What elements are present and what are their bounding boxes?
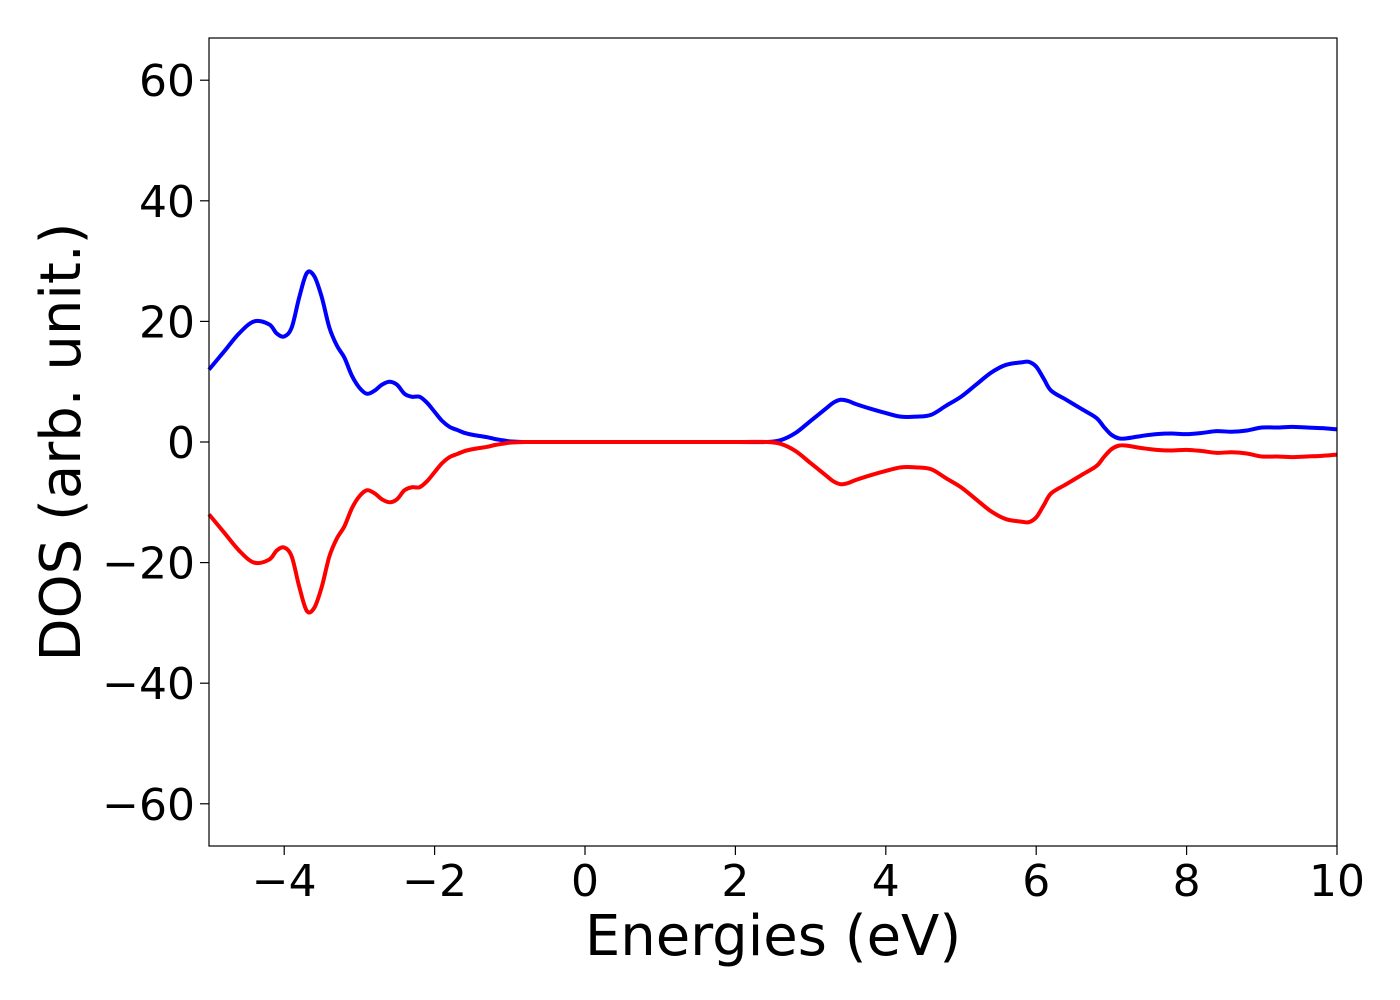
y-tick-label: 20 — [139, 297, 195, 348]
x-tick-label: 2 — [721, 856, 749, 907]
y-tick-label: 0 — [167, 418, 195, 469]
series-layer — [207, 269, 1338, 615]
x-tick-label: 8 — [1173, 856, 1201, 907]
y-tick-label: −40 — [102, 659, 195, 710]
x-tick-label: 10 — [1309, 856, 1365, 907]
y-tick-label: 40 — [139, 177, 195, 228]
x-axis: −4 −2 0 2 4 6 8 10 — [252, 846, 1365, 907]
series-line-2 — [207, 439, 1338, 615]
x-tick-label: −2 — [402, 856, 467, 907]
x-tick-label: 6 — [1022, 856, 1050, 907]
y-tick-label: −20 — [102, 539, 195, 590]
y-axis-title: DOS (arb. unit.) — [29, 222, 94, 661]
x-tick-label: 0 — [571, 856, 599, 907]
y-tick-label: 60 — [139, 56, 195, 107]
x-tick-label: −4 — [252, 856, 317, 907]
x-axis-title: Energies (eV) — [585, 904, 961, 969]
y-axis: −60 −40 −20 0 20 40 60 — [102, 56, 209, 831]
y-tick-label: −60 — [102, 780, 195, 831]
x-tick-label: 4 — [872, 856, 900, 907]
